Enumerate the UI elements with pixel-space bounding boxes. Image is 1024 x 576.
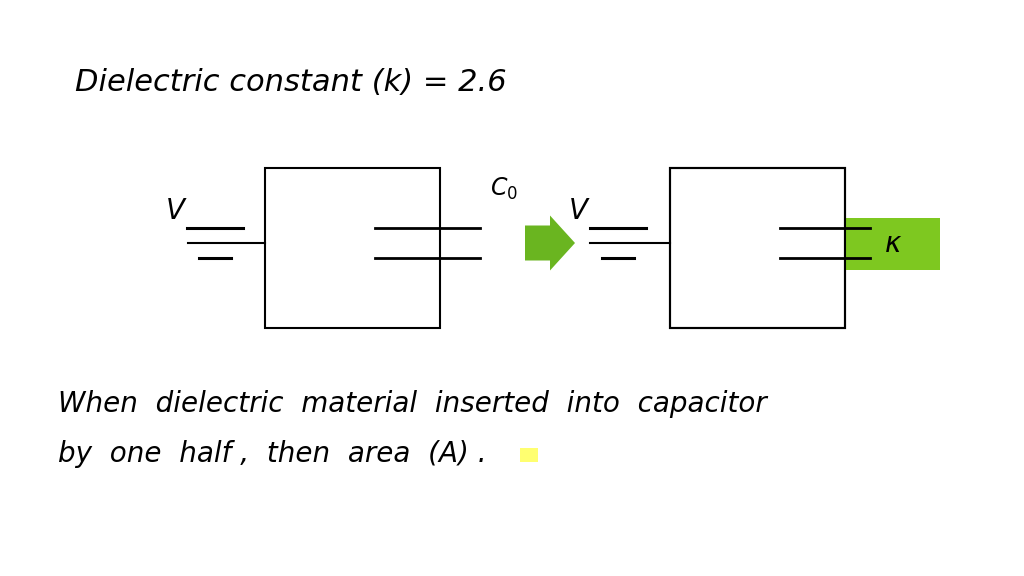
Bar [520, 448, 538, 462]
Bar [670, 168, 845, 328]
Bar [845, 218, 940, 270]
Text: V: V [568, 197, 588, 225]
Text: V: V [166, 197, 184, 225]
Text: $C_0$: $C_0$ [490, 176, 518, 202]
Text: by  one  half ,  then  area  (A) .: by one half , then area (A) . [58, 440, 486, 468]
Polygon shape [525, 215, 575, 271]
Bar [265, 168, 440, 328]
Bar [670, 168, 845, 328]
Text: When  dielectric  material  inserted  into  capacitor: When dielectric material inserted into c… [58, 390, 767, 418]
Text: Dielectric constant (k) = 2.6: Dielectric constant (k) = 2.6 [75, 68, 507, 97]
Text: $\kappa$: $\kappa$ [884, 230, 902, 258]
